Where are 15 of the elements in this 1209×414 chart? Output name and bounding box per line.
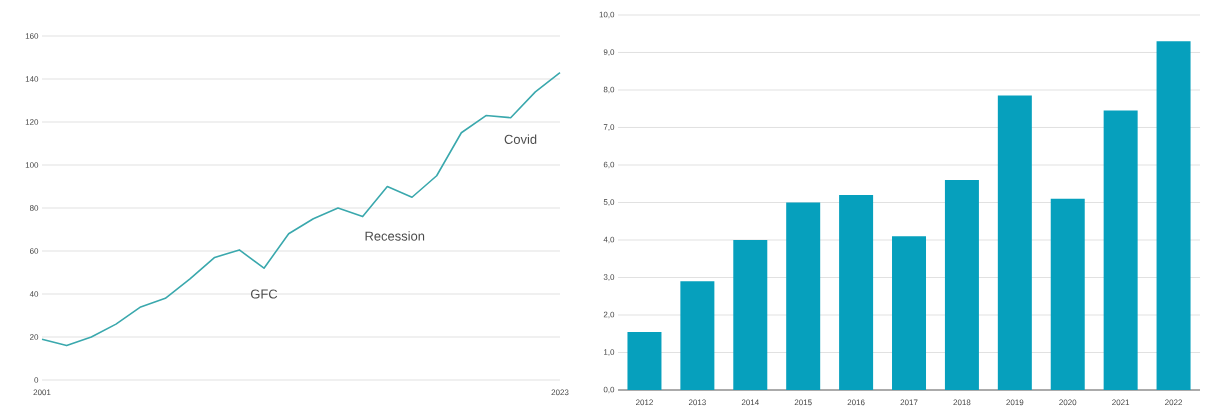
line-series (41, 71, 561, 347)
bar (1103, 110, 1138, 390)
annotation: GFC (250, 289, 278, 299)
annotation: Covid (504, 134, 537, 144)
bar (786, 202, 821, 390)
bar (1156, 41, 1191, 390)
bar (944, 180, 979, 390)
bar (839, 195, 874, 390)
bar (680, 281, 715, 390)
bar (733, 240, 768, 390)
bar (892, 236, 927, 390)
bar (997, 95, 1032, 390)
bar (627, 331, 662, 390)
annotation: Recession (365, 231, 425, 241)
bar (1050, 198, 1085, 390)
